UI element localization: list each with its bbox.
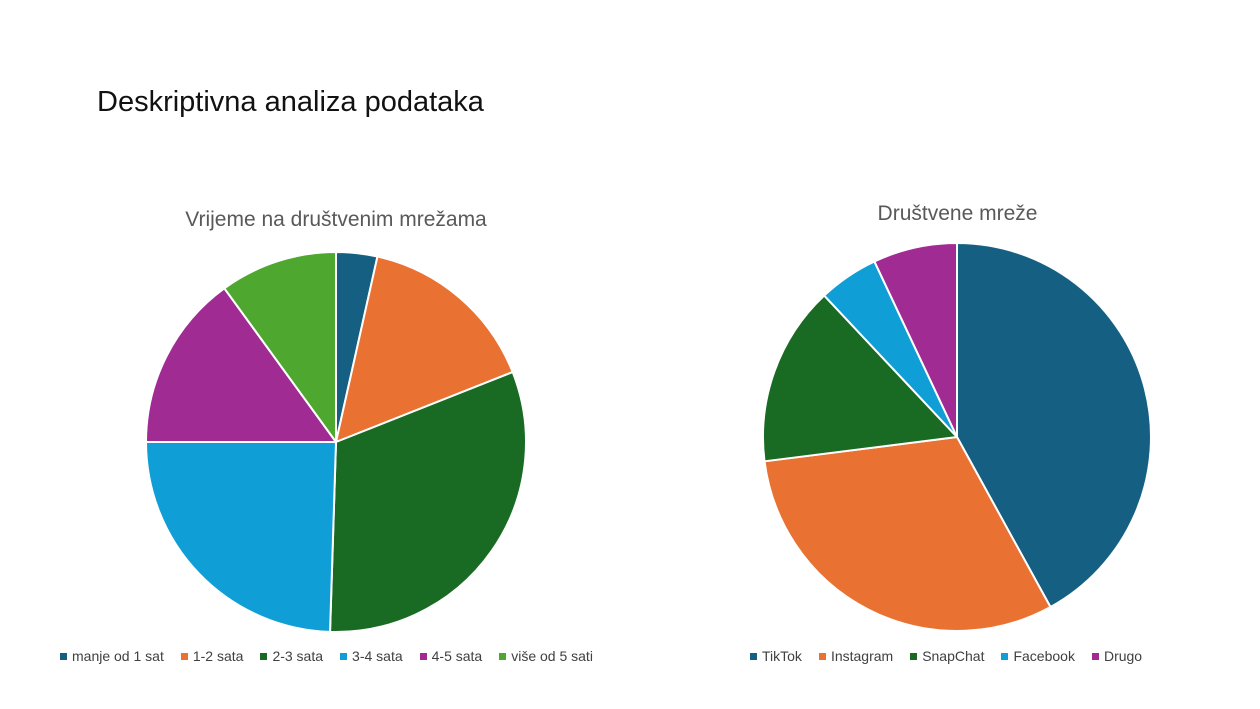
chart-title: Vrijeme na društvenim mrežama bbox=[185, 208, 487, 231]
pie-slice-tiktok bbox=[956, 242, 1152, 609]
legend-label: 4-5 sata bbox=[431, 648, 483, 664]
legend-swatch bbox=[180, 652, 188, 660]
legend-item-facebook: Facebook bbox=[1001, 648, 1075, 664]
legend-swatch bbox=[340, 652, 348, 660]
pie-slice-3-4-sata bbox=[145, 441, 337, 633]
chart-social-networks: Društvene mreže bbox=[700, 200, 1215, 680]
legend-item-3-4-sata: 3-4 sata bbox=[340, 648, 403, 664]
legend-item-snapchat: SnapChat bbox=[910, 648, 984, 664]
legend-label: 1-2 sata bbox=[192, 648, 244, 664]
pie-slice-snapchat bbox=[762, 294, 958, 463]
legend-swatch bbox=[60, 652, 67, 660]
legend-item-vise-od-5-sati: više od 5 sati bbox=[499, 648, 593, 664]
slide-title: Deskriptivna analiza podataka bbox=[97, 86, 484, 118]
legend-swatch bbox=[260, 652, 268, 660]
pie-chart-networks bbox=[762, 242, 1152, 632]
legend-label: više od 5 sati bbox=[511, 648, 593, 664]
legend-item-manje-od-1-sat: manje od 1 sat bbox=[60, 648, 164, 664]
legend-item-instagram: Instagram bbox=[818, 648, 894, 664]
legend-label: Drugo bbox=[1103, 648, 1143, 664]
legend-label: TikTok bbox=[762, 648, 802, 664]
legend-label: manje od 1 sat bbox=[72, 648, 164, 664]
pie-slice-1-2-sata bbox=[335, 255, 514, 443]
legend-swatch bbox=[499, 652, 507, 660]
legend-swatch bbox=[419, 652, 427, 660]
legend-swatch bbox=[818, 652, 826, 660]
legend-networks: TikTok Instagram SnapChat Facebook Drugo bbox=[750, 648, 1142, 664]
legend-item-2-3-sata: 2-3 sata bbox=[260, 648, 323, 664]
legend-item-tiktok: TikTok bbox=[750, 648, 802, 664]
pie-slice-4-5-sata bbox=[145, 287, 337, 443]
legend-item-1-2-sata: 1-2 sata bbox=[180, 648, 244, 664]
legend-label: Facebook bbox=[1013, 648, 1075, 664]
legend-label: 2-3 sata bbox=[272, 648, 324, 664]
legend-label: 3-4 sata bbox=[352, 648, 403, 664]
chart-time-on-social-media: Vrijeme na društvenim mrežama bbox=[46, 200, 626, 680]
legend-label: Instagram bbox=[830, 648, 894, 664]
legend-item-drugo: Drugo bbox=[1091, 648, 1143, 664]
legend-swatch bbox=[750, 652, 757, 660]
legend-time: manje od 1 sat 1-2 sata 2-3 sata 3-4 sata 4-… bbox=[60, 648, 593, 664]
pie-slice-2-3-sata bbox=[329, 371, 527, 633]
pie-slice-instagram bbox=[763, 436, 1052, 632]
pie-slice-vise-od-5-sati bbox=[223, 251, 337, 443]
legend-item-4-5-sata: 4-5 sata bbox=[419, 648, 483, 664]
legend-label: SnapChat bbox=[922, 648, 985, 664]
legend-swatch bbox=[1091, 652, 1099, 660]
pie-slice-drugo bbox=[873, 242, 958, 438]
pie-chart-time bbox=[145, 251, 527, 633]
chart-title: Društvene mreže bbox=[877, 202, 1038, 225]
legend-swatch bbox=[910, 652, 918, 660]
legend-swatch bbox=[1001, 652, 1009, 660]
